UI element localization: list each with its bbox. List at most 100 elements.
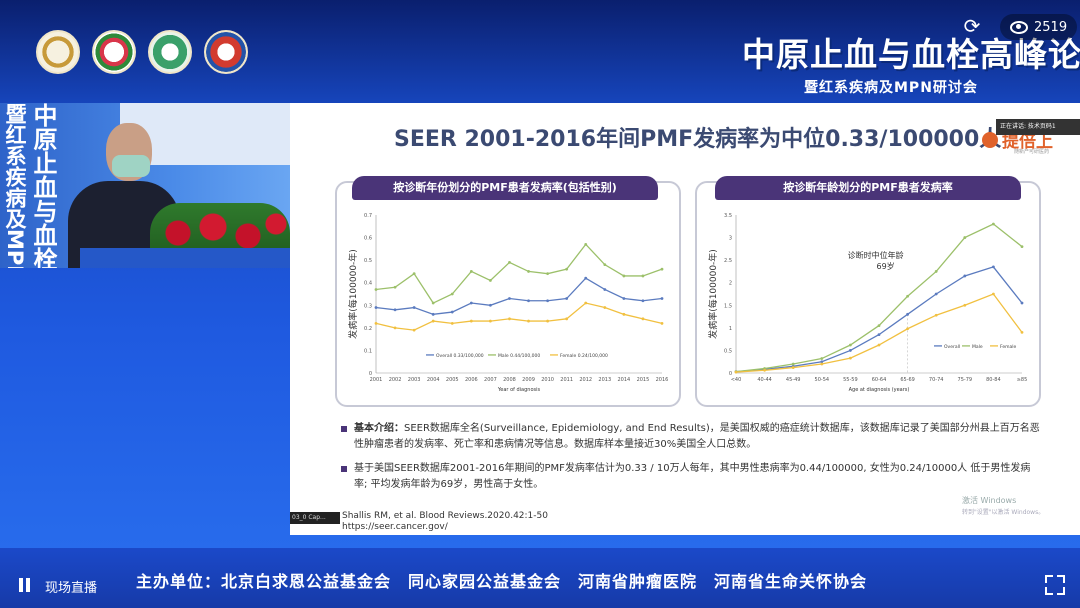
bullet-bold: 基本介绍： <box>354 423 404 434</box>
data-point <box>469 319 473 323</box>
legend-label: Overall 0.33/100,000 <box>436 353 484 359</box>
fullscreen-icon[interactable] <box>1045 575 1065 595</box>
x-tick-label: 2002 <box>389 377 402 383</box>
brand-tagline: 随新产可研医药 <box>1014 149 1050 155</box>
pause-icon[interactable] <box>18 578 32 592</box>
data-point <box>603 306 607 309</box>
bottom-bar <box>0 548 1080 608</box>
bullet-text: 基于美国SEER数据库2001-2016年期间的PMF发病率估计为0.33 / … <box>354 463 1031 490</box>
data-point <box>374 321 378 325</box>
data-point <box>791 366 795 369</box>
legend-label: Female <box>1000 344 1017 350</box>
taskbar-item[interactable]: 03_0 Cap... <box>290 512 340 524</box>
x-tick-label: 2011 <box>560 377 573 383</box>
brand-mark-icon <box>982 131 998 148</box>
logo-row <box>36 30 248 74</box>
x-tick-label: 2004 <box>427 377 440 383</box>
data-point <box>820 362 824 366</box>
live-label: 现场直播 <box>45 581 98 596</box>
data-point <box>469 301 473 305</box>
y-tick-label: 0.1 <box>364 348 372 354</box>
y-tick-label: 0 <box>729 371 732 377</box>
data-point <box>963 274 967 278</box>
data-point <box>450 321 454 325</box>
y-tick-label: 1.5 <box>724 303 732 309</box>
slide-title: SEER 2001-2016年间PMF发病率为中位0.33/100000人 <box>394 127 1002 152</box>
x-tick-label: 65-69 <box>900 377 915 383</box>
data-point <box>412 328 416 332</box>
x-tick-label: 2014 <box>617 377 630 383</box>
view-count-badge: 2519 <box>1000 14 1078 40</box>
x-tick-label: 2016 <box>656 377 669 383</box>
x-tick-label: 2015 <box>637 377 650 383</box>
brand-name: 提倍上 <box>1002 132 1053 152</box>
data-point <box>508 261 511 264</box>
data-point <box>546 272 549 276</box>
legend-label: Overall <box>944 344 960 350</box>
data-point <box>934 292 938 296</box>
data-point <box>992 292 995 296</box>
y-tick-label: 0.6 <box>364 236 372 242</box>
x-axis-label: Age at diagnosis (years) <box>849 387 910 393</box>
face-mask <box>112 155 150 177</box>
society-logo-2 <box>92 30 136 74</box>
data-point <box>763 368 766 372</box>
x-tick-label: 55-59 <box>843 377 858 383</box>
data-point <box>906 327 909 331</box>
view-count: 2519 <box>1034 19 1068 35</box>
data-point <box>934 313 938 317</box>
data-point <box>374 288 378 291</box>
lectern <box>80 248 290 268</box>
data-point <box>374 306 378 309</box>
chart-header-year: 按诊断年份划分的PMF患者发病率(包括性别) <box>352 176 658 200</box>
data-point <box>641 317 645 321</box>
speaker-notification: 正在讲话: 技术页码1 <box>996 119 1080 135</box>
reference-citation: Shallis RM, et al. Blood Reviews.2020.42… <box>342 511 548 521</box>
data-point <box>412 306 416 309</box>
chart-header-age: 按诊断年龄划分的PMF患者发病率 <box>715 176 1021 200</box>
vertical-banner-text: 暨红系疾病及MPN <box>3 103 27 268</box>
data-point <box>508 297 511 300</box>
x-axis-label: Year of diagnosis <box>497 387 541 393</box>
data-point <box>734 370 738 374</box>
vertical-banner-text-2: 中原止血与血栓 <box>29 103 57 268</box>
chart-incidence-by-year: 0 0.1 0.2 0.3 0.4 0.5 0.6 0.7 2001 2002 2003 2004 20… <box>347 213 669 393</box>
data-point <box>546 299 549 303</box>
x-tick-label: 2003 <box>408 377 421 383</box>
data-point <box>603 263 607 267</box>
data-point <box>906 294 909 298</box>
y-tick-label: 2.5 <box>724 258 732 264</box>
forum-subtitle: 暨红系疾病及MPN研讨会 <box>804 80 978 96</box>
y-axis-label: 发病率(每100000-年) <box>707 249 719 339</box>
data-point <box>1020 330 1024 334</box>
x-tick-label: 2009 <box>522 377 535 383</box>
data-point <box>849 343 852 347</box>
data-point <box>489 303 492 307</box>
data-point <box>584 301 588 305</box>
data-point <box>641 299 645 303</box>
series-line <box>735 266 1023 373</box>
legend-label: Male 0.44/100,000 <box>498 353 540 359</box>
refresh-icon[interactable]: ⟳ <box>963 14 981 38</box>
x-tick-label: 40-44 <box>757 377 772 383</box>
activate-windows-watermark: 激活 Windows <box>962 496 1017 505</box>
data-point <box>992 222 995 226</box>
data-point <box>992 265 995 269</box>
data-point <box>393 308 397 312</box>
x-tick-label: 45-49 <box>786 377 801 383</box>
data-point <box>849 349 852 352</box>
y-tick-label: 3.5 <box>724 213 732 219</box>
speaker-video: 暨红系疾病及MPN 中原止血与血栓 <box>0 103 290 268</box>
data-point <box>469 270 473 273</box>
legend-label: Female 0.24/100,000 <box>560 353 608 359</box>
annotation-line2: 69岁 <box>877 261 895 271</box>
data-point <box>641 274 645 278</box>
y-tick-label: 1 <box>729 326 732 332</box>
sponsors-text: 主办单位：北京白求恩公益基金会 同心家园公益基金会 河南省肿瘤医院 河南省生命关… <box>136 572 868 591</box>
data-point <box>934 270 938 273</box>
forum-title: 中原止血与血栓高峰论坛 <box>742 35 1080 74</box>
series-line <box>375 243 663 304</box>
x-tick-label: <40 <box>731 377 742 383</box>
reference-url[interactable]: https://seer.cancer.gov/ <box>342 522 448 532</box>
data-point <box>849 356 852 360</box>
